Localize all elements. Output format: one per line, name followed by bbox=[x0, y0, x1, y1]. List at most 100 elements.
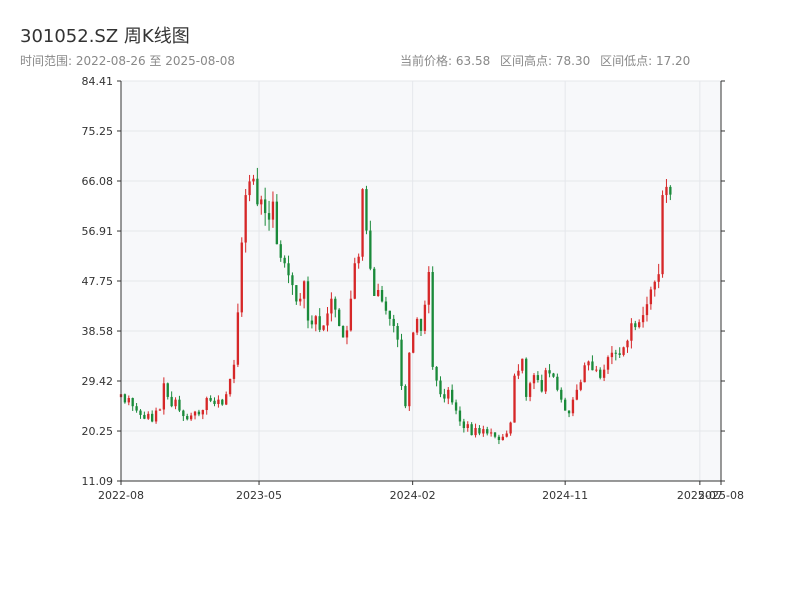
candle bbox=[536, 371, 540, 383]
candle-body bbox=[544, 370, 547, 392]
candle bbox=[275, 194, 279, 245]
candle bbox=[474, 423, 477, 438]
candle-body bbox=[525, 358, 528, 397]
candle bbox=[653, 280, 656, 297]
candle bbox=[178, 395, 181, 413]
candle-body bbox=[174, 399, 177, 407]
current-price-label: 当前价格: 63.58 bbox=[400, 54, 491, 68]
candle-body bbox=[248, 181, 251, 196]
candle-body bbox=[614, 352, 617, 354]
candle-body bbox=[521, 358, 524, 371]
y-tick-label: 56.91 bbox=[82, 225, 114, 238]
candle bbox=[509, 421, 512, 436]
candle bbox=[256, 167, 259, 207]
candle-body bbox=[189, 415, 193, 420]
candle-body bbox=[299, 298, 302, 302]
candle-body bbox=[657, 274, 660, 282]
candle bbox=[661, 190, 664, 278]
candle bbox=[400, 333, 403, 390]
candle-body bbox=[369, 230, 372, 269]
candle bbox=[439, 376, 442, 398]
candle bbox=[532, 373, 536, 390]
candle-body bbox=[353, 263, 356, 299]
candle bbox=[182, 409, 185, 421]
candle bbox=[552, 372, 555, 378]
candle bbox=[470, 422, 473, 436]
candle bbox=[657, 263, 660, 289]
candle-body bbox=[513, 375, 516, 423]
candle-body bbox=[505, 433, 508, 437]
candle bbox=[571, 397, 575, 417]
candle bbox=[521, 358, 524, 374]
candle bbox=[240, 237, 243, 317]
candle-body bbox=[665, 186, 668, 196]
candle-body bbox=[373, 268, 376, 297]
candle bbox=[579, 379, 582, 392]
candle-body bbox=[579, 382, 582, 390]
candle bbox=[322, 325, 325, 332]
candle-body bbox=[509, 422, 512, 434]
candle-body bbox=[599, 369, 602, 378]
candle-body bbox=[240, 242, 243, 313]
candle-body bbox=[431, 271, 434, 367]
candle-body bbox=[178, 399, 181, 411]
candle-body bbox=[139, 410, 142, 415]
candle-body bbox=[548, 370, 551, 374]
candle bbox=[451, 384, 454, 405]
candle bbox=[279, 240, 282, 262]
candle bbox=[380, 285, 384, 303]
candle bbox=[162, 377, 166, 415]
candle-body bbox=[443, 394, 446, 399]
candle bbox=[334, 296, 337, 318]
candle bbox=[626, 339, 629, 353]
candle-body bbox=[349, 298, 353, 331]
y-tick-label: 47.75 bbox=[82, 275, 114, 288]
candle-body bbox=[419, 318, 423, 331]
candle-body bbox=[540, 380, 543, 392]
candle bbox=[166, 382, 169, 400]
candle bbox=[384, 296, 388, 315]
candle-body bbox=[291, 275, 294, 286]
candle bbox=[306, 276, 310, 329]
candle bbox=[248, 174, 251, 202]
candle bbox=[209, 395, 212, 403]
candle-body bbox=[595, 369, 598, 371]
candle-body bbox=[423, 304, 427, 331]
candle-body bbox=[462, 421, 466, 429]
candle bbox=[302, 280, 306, 309]
candle bbox=[443, 388, 446, 403]
candle bbox=[462, 418, 466, 433]
candle-body bbox=[486, 429, 489, 434]
y-tick-label: 20.25 bbox=[82, 425, 114, 438]
candle bbox=[213, 397, 216, 407]
candle-body bbox=[587, 361, 590, 366]
x-axis-ticks: 2022-08 2023-05 2024-02 2024-11 2025-072025-… bbox=[98, 481, 744, 502]
candle-body bbox=[556, 376, 559, 390]
candle-body bbox=[653, 281, 656, 290]
candle bbox=[645, 296, 649, 322]
candle bbox=[189, 412, 193, 421]
candle-body bbox=[225, 394, 228, 405]
candle-body bbox=[228, 378, 232, 395]
x-tick-label: 2025-07 bbox=[677, 489, 723, 502]
candle-body bbox=[252, 178, 255, 182]
candle-body bbox=[669, 186, 672, 195]
candle-body bbox=[482, 429, 485, 434]
candle bbox=[548, 364, 551, 378]
candle bbox=[618, 347, 621, 358]
candle bbox=[431, 266, 434, 370]
x-tick-label: 2022-08 bbox=[98, 489, 144, 502]
candle-body bbox=[322, 325, 325, 330]
candle-body bbox=[154, 410, 158, 422]
candle-body bbox=[170, 396, 173, 407]
candle bbox=[556, 373, 559, 392]
candle bbox=[517, 364, 520, 380]
candle-body bbox=[244, 195, 247, 243]
candle bbox=[408, 352, 411, 411]
candle bbox=[201, 409, 204, 420]
candle bbox=[373, 266, 376, 297]
candle bbox=[291, 272, 294, 295]
candle bbox=[271, 191, 275, 228]
candle bbox=[415, 317, 419, 336]
